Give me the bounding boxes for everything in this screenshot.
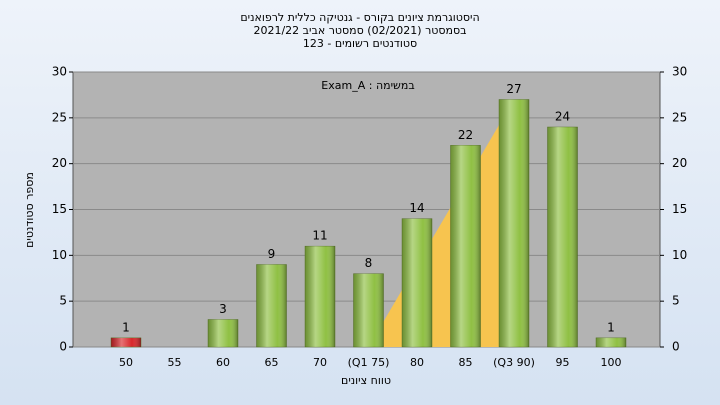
value-label: 11 xyxy=(312,229,327,243)
x-tick-label: 65 xyxy=(265,356,279,369)
bar-shade xyxy=(208,319,238,347)
x-tick-label: (Q3 90) xyxy=(493,356,535,369)
chart-subtitle: סטודנטים רשומים - 123 xyxy=(303,37,417,50)
x-tick-label: (Q1 75) xyxy=(348,356,390,369)
bar-shade xyxy=(547,127,578,347)
value-label: 14 xyxy=(409,201,424,215)
y-tick-label: 20 xyxy=(52,156,67,170)
y-tick-label: 25 xyxy=(52,110,67,124)
value-label: 1 xyxy=(607,320,615,334)
bar-shade xyxy=(353,273,384,347)
x-tick-label: 80 xyxy=(410,356,424,369)
plot: 0 5 10 15 20 25 30 0 5 10 15 20 25 30 50 1 55 60 3 65 9 70 11 (… xyxy=(52,65,688,370)
bar-shade xyxy=(305,246,335,347)
value-label: 22 xyxy=(458,128,473,142)
value-label: 3 xyxy=(219,302,227,316)
value-label: 24 xyxy=(555,110,570,124)
value-label: 27 xyxy=(506,82,521,96)
y2-tick-label: 0 xyxy=(672,340,680,354)
x-tick-label: 50 xyxy=(119,356,133,369)
x-tick-label: 95 xyxy=(556,356,570,369)
bar-shade xyxy=(256,264,287,347)
x-tick-label: 100 xyxy=(601,356,622,369)
y2-tick-label: 5 xyxy=(672,294,680,308)
bar-shade xyxy=(596,337,626,347)
x-tick-label: 85 xyxy=(459,356,473,369)
value-label: 1 xyxy=(122,320,130,334)
y-axis-label: מספר סטודנטים xyxy=(23,172,36,248)
bar-shade xyxy=(450,145,481,347)
y-tick-label: 15 xyxy=(52,202,67,216)
bar-shade xyxy=(499,99,529,347)
y2-tick-label: 20 xyxy=(672,156,687,170)
y2-tick-label: 30 xyxy=(672,65,687,79)
x-tick-label: 70 xyxy=(313,356,327,369)
y2-tick-label: 10 xyxy=(672,248,687,262)
y-tick-label: 0 xyxy=(59,340,67,354)
chart-title: היסטוגרמת ציונים בקורס - גנטיקה כללית לר… xyxy=(240,11,479,24)
chart-subtitle: בסמסטר (02/2021) סמסטר אביב 2021/22 xyxy=(253,24,466,37)
x-tick-label: 55 xyxy=(168,356,182,369)
value-label: 9 xyxy=(268,247,276,261)
annotation: Exam_A : במשימה xyxy=(321,79,414,92)
y-tick-label: 10 xyxy=(52,248,67,262)
y2-tick-label: 25 xyxy=(672,110,687,124)
x-tick-label: 60 xyxy=(216,356,230,369)
value-label: 8 xyxy=(365,256,373,270)
bar-shade xyxy=(402,218,432,347)
y-tick-label: 5 xyxy=(59,294,67,308)
y2-tick-label: 15 xyxy=(672,202,687,216)
x-axis-label: טווח ציונים xyxy=(341,374,391,387)
bar-shade xyxy=(111,337,141,347)
y-tick-label: 30 xyxy=(52,65,67,79)
